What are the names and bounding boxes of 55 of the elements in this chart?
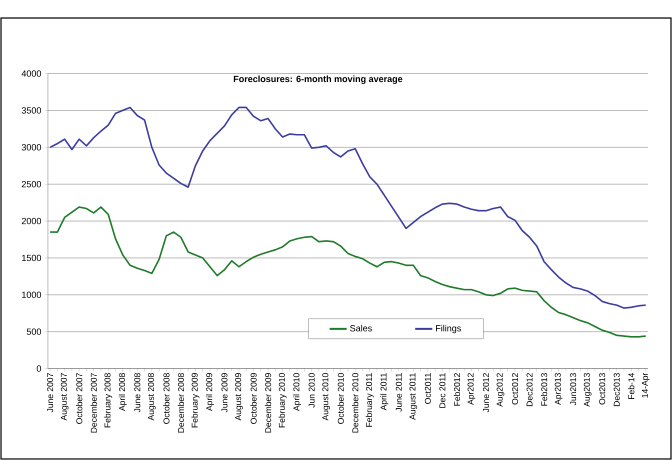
x-tick-label: April 2008 <box>118 373 127 411</box>
x-tick-label: Jun 2010 <box>308 373 315 408</box>
x-tick-label: Dec 2011 <box>439 373 446 408</box>
x-tick-label: Apr2013 <box>554 373 562 405</box>
x-tick-label: Aug2012 <box>496 373 504 407</box>
line-series <box>49 206 647 338</box>
y-tick-label: 2500 <box>22 180 42 188</box>
x-tick-label: Dec2012 <box>526 373 533 406</box>
y-tick-label: 4000 <box>22 70 42 77</box>
x-tick-label: February 2008 <box>104 373 112 428</box>
x-tick-label: August 2009 <box>235 373 243 420</box>
x-tick-label: Feb2012 <box>454 373 460 406</box>
x-tick-label: June 2008 <box>134 373 140 412</box>
y-tick-label: 2000 <box>22 218 42 224</box>
x-tick-label: Apr2012 <box>468 373 476 405</box>
x-tick-label: December 2010 <box>352 373 358 433</box>
x-tick-label: Feb2013 <box>540 373 548 406</box>
x-tick-label: August 2011 <box>409 373 418 420</box>
x-tick-label: Oct2011 <box>424 373 431 404</box>
x-tick-label: October 2008 <box>163 373 170 424</box>
x-tick-label: 14-Apr <box>642 372 650 398</box>
x-tick-label: Jun2013 <box>570 373 576 406</box>
x-tick-label: April 2010 <box>293 373 302 411</box>
x-tick-label: Feb-14 <box>628 372 634 399</box>
legend-label: Sales <box>350 324 372 332</box>
x-tick-label: June 2009 <box>221 373 228 412</box>
x-tick-label: Oct2013 <box>599 373 606 404</box>
y-tick-label: 3000 <box>22 144 42 150</box>
x-tick-label: August 2008 <box>148 373 156 420</box>
x-tick-label: October 2010 <box>338 373 344 424</box>
x-tick-label: December 2007 <box>90 373 97 433</box>
x-tick-label: Oct2012 <box>512 373 518 404</box>
chart-title: Foreclosures: 6-month moving average <box>234 76 402 84</box>
x-tick-label: February 2011 <box>366 373 374 427</box>
x-tick-label: October 2007 <box>76 373 82 424</box>
x-tick-label: Dec2013 <box>614 373 620 406</box>
x-tick-label: October 2009 <box>250 373 257 424</box>
y-tick-label: 1500 <box>22 254 42 262</box>
y-tick-label: 500 <box>26 328 42 335</box>
y-tick-label: 1000 <box>22 292 42 298</box>
x-tick-label: June 2007 <box>47 373 54 412</box>
x-tick-label: February 2009 <box>191 373 200 428</box>
y-tick-label: 0 <box>36 365 42 372</box>
x-tick-label: December 2008 <box>178 373 184 433</box>
x-tick-label: August 2007 <box>60 373 68 420</box>
x-tick-label: February 2010 <box>278 373 287 428</box>
x-tick-label: August 2010 <box>322 373 330 420</box>
x-tick-label: June 2011 <box>396 373 402 412</box>
x-tick-label: April 2009 <box>206 373 214 411</box>
legend-label: Filings <box>436 324 461 334</box>
x-tick-label: Aug2013 <box>584 373 592 407</box>
x-tick-label: June 2012 <box>482 373 489 412</box>
y-tick-label: 3500 <box>22 107 42 114</box>
x-tick-label: December 2009 <box>264 373 272 433</box>
x-tick-label: April 2011 <box>380 373 388 410</box>
